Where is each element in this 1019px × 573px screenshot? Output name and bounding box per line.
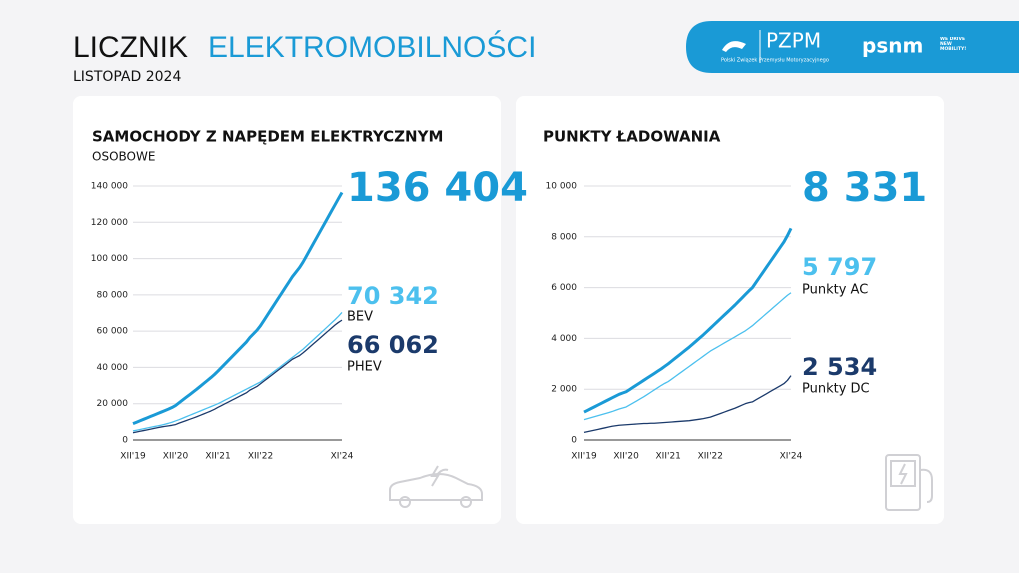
series-line <box>132 311 343 432</box>
y-tick-label: 20 000 <box>97 399 129 409</box>
value-label: 136 404 <box>347 165 528 211</box>
y-tick-label: 0 <box>571 436 577 446</box>
pzpm-full: Polski Związek Przemysłu Motoryzacyjnego <box>721 58 829 64</box>
y-tick-label: 6 000 <box>551 283 577 293</box>
series-line <box>583 375 792 434</box>
series-line <box>132 319 343 434</box>
psnm-slogan-box: WE DRIVE NEW MOBILITY! <box>940 37 967 52</box>
legend-label: BEV <box>347 310 373 325</box>
value-label: 2 534 <box>802 353 877 381</box>
value-label: 70 342 <box>347 282 439 310</box>
x-tick-label: XI'24 <box>331 452 354 462</box>
chart-subtitle: OSOBOWE <box>92 150 155 164</box>
card <box>73 96 501 524</box>
x-tick-label: XII'21 <box>205 452 230 462</box>
psnm-slogan: WE DRIVE NEW MOBILITY! <box>940 37 967 52</box>
car-icon <box>389 465 483 508</box>
x-tick-label: XI'24 <box>780 452 803 462</box>
series-line <box>132 191 344 426</box>
title-dark: LICZNIK <box>73 31 188 64</box>
y-tick-label: 10 000 <box>546 182 578 192</box>
y-tick-label: 120 000 <box>91 218 128 228</box>
x-tick-label: XII'20 <box>613 452 639 462</box>
y-tick-label: 140 000 <box>91 182 128 192</box>
x-tick-label: XII'22 <box>698 452 723 462</box>
legend-label: Punkty AC <box>802 283 868 298</box>
y-tick-label: 4 000 <box>551 334 577 344</box>
x-tick-label: XII'19 <box>120 452 146 462</box>
y-tick-label: 80 000 <box>97 290 129 300</box>
series-line <box>583 292 792 421</box>
charger-icon <box>885 454 933 511</box>
series-line <box>583 227 793 414</box>
y-tick-label: 8 000 <box>551 232 577 242</box>
value-label: 66 062 <box>347 331 439 359</box>
chart-title: SAMOCHODY Z NAPĘDEM ELEKTRYCZNYM <box>92 128 443 146</box>
pzpm-icon <box>722 41 746 52</box>
y-tick-label: 2 000 <box>551 385 577 395</box>
y-tick-label: 100 000 <box>91 254 128 264</box>
x-tick-label: XII'22 <box>248 452 273 462</box>
value-label: 8 331 <box>802 165 927 211</box>
x-tick-label: XII'19 <box>571 452 597 462</box>
logo-banner <box>686 21 1019 73</box>
x-tick-label: XII'21 <box>656 452 681 462</box>
pzpm-logo: PZPM <box>766 29 821 53</box>
y-tick-label: 40 000 <box>97 363 129 373</box>
value-label: 5 797 <box>802 253 877 281</box>
chart-title: PUNKTY ŁADOWANIA <box>543 128 721 146</box>
psnm-logo: psnm <box>862 34 923 58</box>
legend-label: PHEV <box>347 360 382 375</box>
subtitle: LISTOPAD 2024 <box>73 69 181 85</box>
y-tick-label: 60 000 <box>97 327 129 337</box>
legend-label: Punkty DC <box>802 382 870 397</box>
y-tick-label: 0 <box>122 436 128 446</box>
title-blue: ELEKTROMOBILNOŚCI <box>208 30 536 64</box>
x-tick-label: XII'20 <box>163 452 189 462</box>
